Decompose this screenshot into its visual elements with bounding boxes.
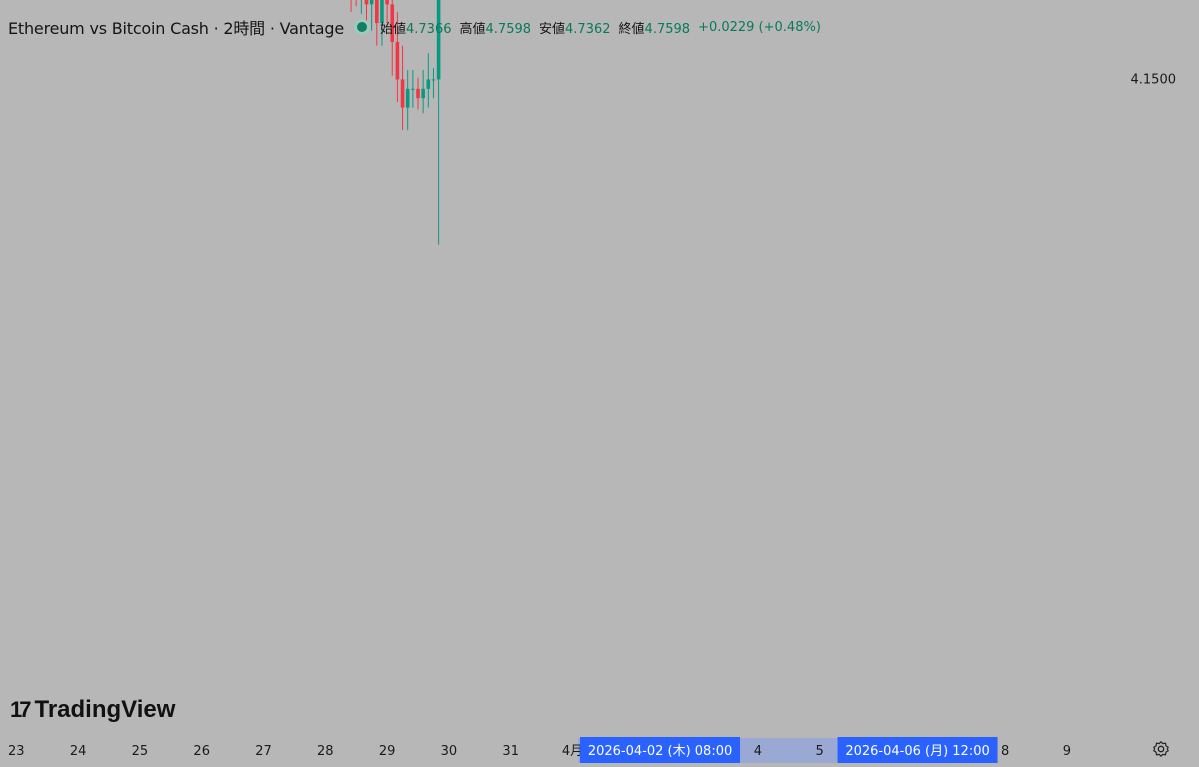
x-tick-label: 26 — [193, 744, 210, 759]
candle — [411, 88, 415, 90]
start-date-label: 2026-04-02 (木) 08:00 — [588, 744, 732, 759]
low-value: 安値4.7362 — [539, 21, 611, 37]
candle — [364, 0, 369, 5]
y-tick-label: 4.1500 — [1131, 72, 1177, 87]
x-tick-label: 30 — [441, 744, 458, 759]
x-tick-label: 23 — [8, 744, 25, 759]
x-tick-label: 31 — [502, 744, 519, 759]
end-date-label-bg — [837, 737, 998, 763]
candle — [390, 4, 395, 42]
tradingview-logo[interactable]: 17 TradingView — [10, 696, 175, 724]
x-tick-label: 5 — [816, 744, 824, 759]
x-tick-label: 4 — [754, 744, 762, 759]
candles-group — [350, 0, 441, 245]
candle — [436, 0, 441, 80]
candle — [421, 88, 425, 99]
end-date-label: 2026-04-06 (月) 12:00 — [845, 744, 989, 759]
close-value: 終値4.7598 — [618, 21, 691, 37]
symbol-header: Ethereum vs Bitcoin Cash · 2時間 · Vantage… — [8, 15, 821, 39]
x-tick-label: 9 — [1063, 744, 1071, 759]
candle — [369, 0, 374, 5]
high-value: 高値4.7598 — [459, 21, 532, 37]
x-tick-label: 8 — [1001, 744, 1009, 759]
x-tick-label: 25 — [132, 744, 149, 759]
candle — [431, 79, 436, 81]
candle — [385, 0, 389, 5]
change-value: +0.0229 (+0.48%) — [698, 19, 821, 35]
start-date-label-bg — [580, 737, 741, 763]
candle — [375, 0, 379, 24]
x-tick-label: 29 — [379, 744, 396, 759]
candle — [400, 79, 405, 108]
candle — [380, 0, 384, 24]
symbol-title[interactable]: Ethereum vs Bitcoin Cash · 2時間 · Vantage — [8, 19, 344, 38]
x-tick-label: 4月 — [562, 744, 583, 759]
tradingview-logo-text: TradingView — [34, 696, 176, 723]
candle — [416, 88, 420, 99]
x-tick-label: 27 — [255, 744, 272, 759]
candle — [395, 41, 400, 80]
candle — [426, 79, 431, 89]
x-tick-label: 28 — [317, 744, 334, 759]
x-tick-label: 24 — [70, 744, 87, 759]
gear-icon[interactable] — [1152, 740, 1170, 758]
candle — [405, 88, 410, 108]
market-status-icon — [353, 19, 370, 35]
open-value: 始値4.7366 — [379, 21, 452, 37]
tradingview-logo-icon: 17 — [10, 697, 32, 722]
